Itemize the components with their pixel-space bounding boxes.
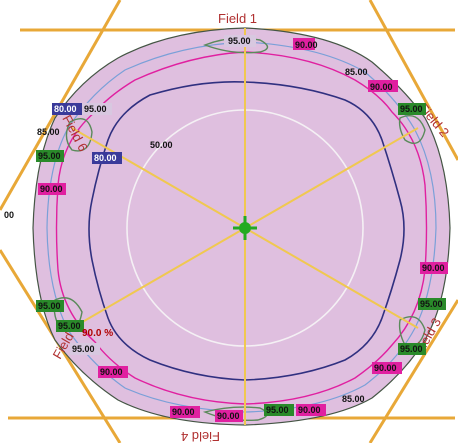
label-80-left-top: 80.00 [54, 104, 77, 114]
label-90-top: 90.00 [295, 40, 318, 50]
contour-90 [55, 51, 428, 405]
label-90-bottom-left: 90.00 [172, 407, 195, 417]
label-90-right: 90.00 [422, 263, 445, 273]
label-95-left-bottom-3: 95.00 [72, 344, 95, 354]
contour-85 [46, 41, 437, 413]
label-90-bottom-2: 90.00 [217, 411, 240, 421]
label-85-topright: 85.00 [345, 67, 368, 77]
label-95-right-bottom: 95.00 [420, 299, 443, 309]
label-85-left: 85.00 [37, 127, 60, 137]
label-95-left-bottom-2: 95.00 [58, 321, 81, 331]
label-90-right-top: 90.00 [370, 82, 393, 92]
label-90-bottom: 90.00 [298, 405, 321, 415]
label-90-left: 90.00 [40, 184, 63, 194]
contour-labels: 95.00 85.00 90.00 90.00 95.00 80.00 95.0… [4, 35, 448, 422]
label-80-left: 80.00 [94, 153, 117, 163]
label-95-bottom: 95.00 [266, 405, 289, 415]
label-50-center: 50.00 [150, 140, 173, 150]
label-85-bottom-right: 85.00 [342, 394, 365, 404]
label-90-right-bottom: 90.00 [374, 363, 397, 373]
field-4-label: Field 4 [181, 429, 220, 443]
label-95-left-bottom: 95.00 [38, 301, 61, 311]
label-95-right-bottom-2: 95.00 [400, 344, 423, 354]
label-95-left-top: 95.00 [84, 104, 107, 114]
label-95-right-top: 95.00 [400, 104, 423, 114]
contour-80 [88, 80, 405, 381]
field-1-label: Field 1 [218, 11, 257, 26]
percent-label: 90.0 % [82, 328, 113, 339]
label-95-top: 95.00 [228, 36, 251, 46]
label-00-left-edge: 00 [4, 210, 14, 220]
label-90-left-bottom: 90.00 [100, 367, 123, 377]
label-95-left: 95.00 [38, 151, 61, 161]
center-crosshair-icon [233, 216, 257, 240]
spokes [71, 28, 419, 425]
